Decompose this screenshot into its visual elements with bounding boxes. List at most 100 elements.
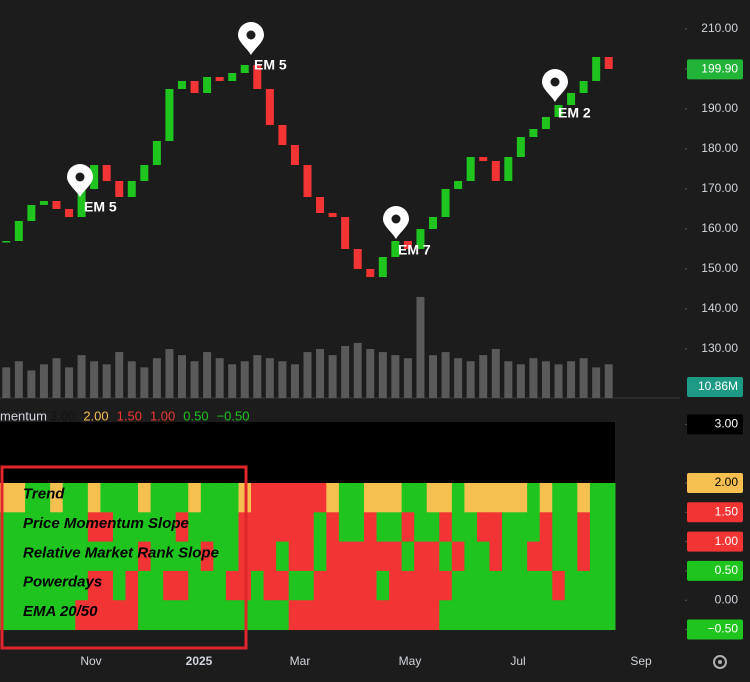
row-label: Powerdays xyxy=(23,574,102,591)
heat-cell xyxy=(276,570,290,601)
heat-cell xyxy=(25,541,39,572)
heat-cell xyxy=(389,570,403,601)
heat-cell xyxy=(225,600,239,631)
heat-cell xyxy=(464,512,478,543)
heat-cell xyxy=(376,541,390,572)
candle xyxy=(77,189,86,217)
heat-cell xyxy=(175,570,189,601)
heat-cell xyxy=(414,541,428,572)
heat-cell xyxy=(326,600,340,631)
heat-cell xyxy=(37,570,51,601)
heat-cell xyxy=(301,482,315,513)
volume-bar xyxy=(190,361,199,398)
heat-cell xyxy=(163,512,177,543)
volume-bar xyxy=(391,355,400,398)
pane-tick-label: 3.00 xyxy=(715,417,739,431)
heat-cell xyxy=(439,541,453,572)
x-tick-label: Nov xyxy=(80,654,101,668)
heat-cell xyxy=(564,570,578,601)
heat-cell xyxy=(363,600,378,631)
heat-cell xyxy=(602,570,616,601)
heat-cell xyxy=(25,482,39,513)
candle xyxy=(328,213,337,217)
candle xyxy=(52,201,61,209)
heat-cell xyxy=(62,600,76,631)
x-tick-label: May xyxy=(399,654,422,668)
heat-cell xyxy=(502,482,516,513)
y-tick-label: 210.00 xyxy=(701,21,738,35)
volume-bar xyxy=(240,361,249,398)
heat-cell xyxy=(75,570,89,601)
heat-cell xyxy=(476,482,490,513)
heat-cell xyxy=(514,512,528,543)
heat-cell xyxy=(552,600,566,631)
heat-cell xyxy=(539,512,553,543)
heat-cell xyxy=(301,600,315,631)
price-badge xyxy=(687,59,743,80)
heat-cell xyxy=(37,482,51,513)
heat-cell xyxy=(125,541,139,572)
heat-cell xyxy=(100,482,114,513)
heat-cell xyxy=(50,541,64,572)
row-label: Price Momentum Slope xyxy=(23,515,189,532)
heat-cell xyxy=(577,541,591,572)
heat-cell xyxy=(577,512,591,543)
candle xyxy=(115,181,124,197)
volume-bar xyxy=(441,352,450,398)
heat-cell xyxy=(112,600,127,631)
heat-cell xyxy=(288,541,302,572)
x-tick-label: Mar xyxy=(290,654,311,668)
heat-cell xyxy=(476,541,490,572)
heat-cell xyxy=(125,482,139,513)
heat-cell xyxy=(175,482,189,513)
candle xyxy=(165,89,174,141)
settings-icon[interactable] xyxy=(713,655,727,669)
heat-cell xyxy=(225,570,239,601)
heat-cell xyxy=(313,541,327,572)
volume-bar xyxy=(491,349,500,398)
candle xyxy=(140,165,149,181)
volume-bar xyxy=(341,345,350,398)
marker-label: EM 5 xyxy=(84,199,117,215)
heat-cell xyxy=(539,600,553,631)
heat-cell xyxy=(62,570,76,601)
volume-bar xyxy=(567,361,576,398)
volume-bar xyxy=(592,367,601,398)
heat-cell xyxy=(163,482,177,513)
heat-cell xyxy=(213,570,227,601)
x-tick-label: Jul xyxy=(510,654,525,668)
heat-cell xyxy=(75,600,89,631)
heat-cell xyxy=(552,570,566,601)
heat-cell xyxy=(489,600,503,631)
candle xyxy=(278,125,287,145)
heat-cell xyxy=(338,600,352,631)
candle xyxy=(454,181,463,189)
legend-name: mentum xyxy=(0,408,47,423)
heat-cell xyxy=(288,512,302,543)
heat-cell xyxy=(263,482,277,513)
candle xyxy=(316,197,325,213)
heat-cell xyxy=(389,512,403,543)
heat-cell xyxy=(188,512,202,543)
volume-bar xyxy=(278,361,287,398)
heat-cell xyxy=(602,541,616,572)
heat-cell xyxy=(213,482,227,513)
volume-bar xyxy=(115,352,124,398)
heat-cell xyxy=(439,482,453,513)
heat-cell xyxy=(363,570,378,601)
volume-bar xyxy=(466,361,475,398)
heat-cell xyxy=(138,600,152,631)
volume-bar xyxy=(265,358,274,398)
scale-badge xyxy=(687,531,743,552)
heat-cell xyxy=(150,600,164,631)
heat-cell xyxy=(564,512,578,543)
heat-cell xyxy=(376,600,390,631)
volume-bar xyxy=(529,358,538,398)
heat-cell xyxy=(313,570,327,601)
heat-cell xyxy=(175,512,189,543)
heat-cell xyxy=(577,570,591,601)
candle xyxy=(2,241,11,243)
heat-cell xyxy=(401,482,415,513)
heat-cell xyxy=(288,600,302,631)
row-label: Trend xyxy=(23,486,65,503)
